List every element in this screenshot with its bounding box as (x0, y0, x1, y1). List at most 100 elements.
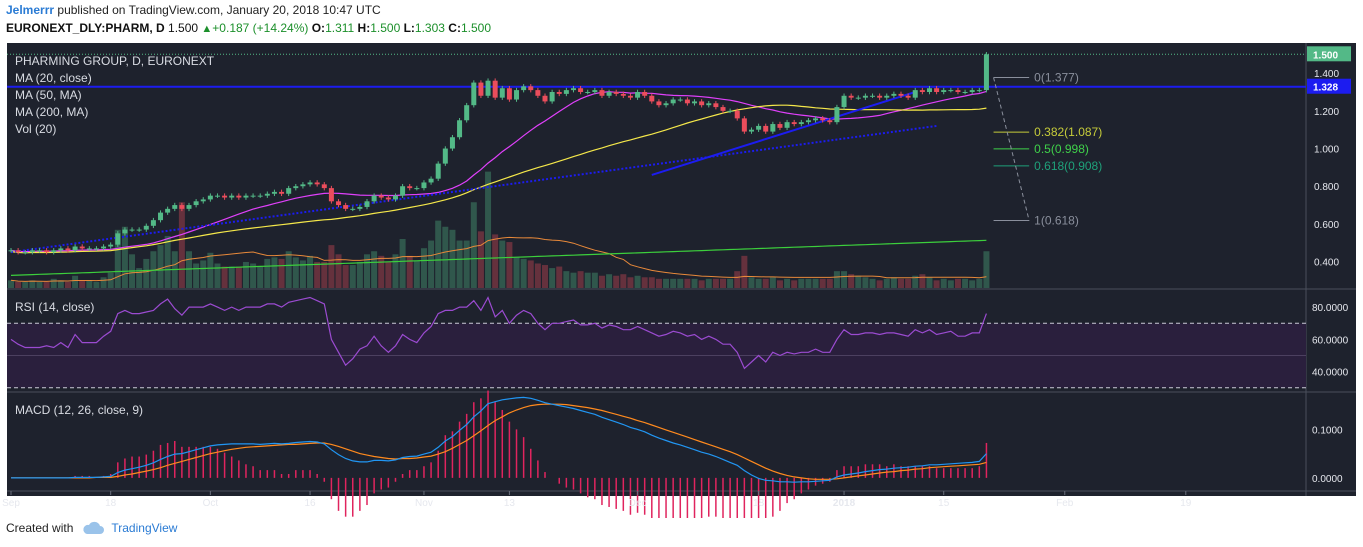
rsi-title: RSI (14, close) (15, 300, 94, 314)
volume-bar (691, 278, 698, 288)
legend-ma20: MA (20, close) (15, 71, 92, 85)
volume-bar (983, 251, 990, 288)
volume-bar (499, 240, 506, 288)
open-value: 1.311 (325, 21, 355, 35)
candle-body (983, 54, 989, 91)
tradingview-link[interactable]: TradingView (111, 521, 178, 535)
volume-bar (577, 271, 584, 288)
candle-body (407, 186, 413, 189)
candle-body (556, 92, 562, 94)
chart-area[interactable]: 0(1.377) 0.382(1.087) 0.5(0.998) 0.618(0.90… (0, 40, 1363, 518)
candle-body (941, 90, 947, 92)
symbol-label: EURONEXT_DLY:PHARM, D (6, 21, 165, 35)
volume-bar (164, 235, 171, 288)
volume-bar (328, 245, 335, 288)
legend-vol: Vol (20) (15, 122, 56, 136)
volume-bar (947, 280, 954, 288)
candle-body (926, 88, 932, 92)
volume-bar (962, 278, 969, 288)
time-tick-label: 2018 (833, 498, 856, 509)
candle-body (670, 99, 676, 104)
volume-bar (442, 226, 449, 288)
candle-body (585, 92, 591, 93)
fib-level-label: 1(0.618) (1034, 214, 1079, 228)
fib-level-label: 0.382(1.087) (1034, 125, 1102, 139)
level-price-badge-text: 1.328 (1313, 83, 1338, 94)
candle-body (86, 248, 92, 250)
last-price: 1.500 (168, 21, 199, 35)
candle-body (606, 92, 612, 96)
volume-bar (406, 255, 413, 288)
candle-body (428, 178, 434, 183)
time-tick-label: 16 (304, 498, 316, 509)
candle-body (499, 88, 505, 98)
volume-bar (940, 278, 947, 288)
volume-bar (698, 280, 705, 288)
candle-body (314, 182, 320, 185)
volume-bar (791, 280, 798, 288)
volume-bar (976, 278, 983, 288)
created-with-text: Created with (6, 521, 74, 535)
volume-bar (107, 272, 114, 288)
volume-bar (506, 242, 513, 288)
volume-bar (769, 277, 776, 288)
candle-body (279, 191, 285, 194)
volume-bar (720, 278, 726, 288)
candle-body (613, 92, 619, 94)
volume-bar (314, 261, 321, 288)
candle-body (108, 244, 114, 247)
candle-body (115, 233, 121, 245)
candle-body (300, 184, 306, 187)
volume-bar (186, 251, 192, 288)
volume-bar (563, 271, 570, 288)
candle-body (834, 107, 840, 123)
macd-title: MACD (12, 26, close, 9) (15, 403, 143, 417)
candle-body (620, 93, 626, 96)
candle-body (635, 92, 641, 98)
candle-body (150, 220, 156, 226)
rsi-line (10, 296, 987, 370)
volume-bar (121, 226, 128, 288)
fib-level-label: 0(1.377) (1034, 70, 1079, 84)
candle-body (328, 188, 334, 202)
volume-bar (848, 274, 855, 288)
volume-ma-line (10, 236, 987, 282)
fib-level-label: 0.618(0.908) (1034, 159, 1102, 173)
volume-bar (534, 263, 541, 288)
ma50-line (10, 104, 987, 254)
rsi-tick-label: 60.0000 (1312, 335, 1349, 346)
candle-body (521, 86, 527, 91)
axes: 1.400 1.200 1.000 0.800 0.600 0.400 1.500 1.328… (2, 46, 1351, 509)
volume-bar (969, 280, 976, 288)
volume-bar (570, 272, 577, 288)
volume-bar (392, 254, 399, 288)
volume-bars (8, 171, 990, 288)
candle-body (457, 120, 463, 138)
volume-bar (826, 278, 833, 288)
candle-body (44, 250, 50, 253)
candle-body (442, 148, 448, 164)
volume-bar (919, 274, 926, 288)
ma20-line (10, 90, 987, 253)
candle-body (350, 208, 356, 210)
volume-bar (933, 280, 940, 288)
volume-bar (776, 280, 783, 288)
candle-body (307, 182, 313, 185)
author-link[interactable]: Jelmerrr (6, 3, 55, 17)
candle-body (200, 199, 206, 202)
candle-body (243, 195, 249, 198)
candle-body (343, 205, 349, 209)
high-value: 1.500 (370, 21, 401, 35)
volume-bar (584, 272, 591, 288)
candle-body (734, 110, 740, 119)
tradingview-cloud-icon (83, 521, 105, 534)
time-tick-label: Feb (1056, 498, 1074, 509)
candle-body (706, 103, 712, 106)
volume-bar (435, 220, 442, 288)
volume-bar (214, 263, 221, 288)
candle-body (321, 184, 327, 189)
close-value: 1.500 (460, 21, 491, 35)
candle-body (692, 101, 698, 104)
candle-body (371, 195, 377, 202)
volume-bar (805, 278, 812, 288)
